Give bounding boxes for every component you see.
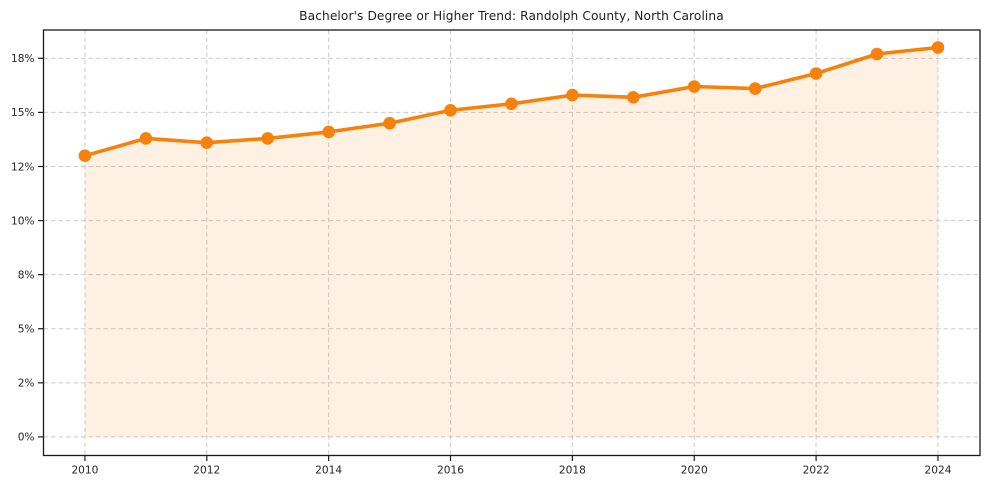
data-point: [505, 97, 518, 111]
data-point: [931, 41, 945, 54]
plot-border: [42, 29, 981, 457]
data-point: [566, 88, 579, 102]
chart-title: Bachelor's Degree or Higher Trend: Rando…: [299, 9, 724, 23]
data-point: [322, 125, 336, 139]
y-axis-tick-label: 10%: [11, 215, 35, 227]
x-axis-tick-label: 2022: [803, 465, 830, 477]
data-point: [444, 104, 457, 117]
data-point: [870, 47, 884, 61]
trend-area-fill: [84, 47, 938, 437]
x-axis-tick-label: 2010: [71, 465, 98, 477]
x-axis-tick-label: 2024: [924, 465, 951, 477]
x-axis-tick-label: 2016: [437, 465, 464, 477]
data-point: [748, 82, 762, 95]
data-point: [627, 91, 640, 104]
data-point: [687, 80, 701, 93]
y-axis-tick-label: 15%: [11, 107, 35, 119]
data-point: [200, 136, 214, 149]
y-axis-tick-label: 18%: [11, 53, 35, 65]
data-point: [261, 132, 275, 145]
y-axis-tick-label: 12%: [11, 161, 35, 173]
y-axis-tick-label: 2%: [18, 378, 35, 390]
x-axis-tick-label: 2012: [193, 465, 220, 477]
y-axis-tick-label: 8%: [18, 269, 35, 281]
x-axis-tick-label: 2020: [681, 465, 708, 477]
data-point: [139, 132, 153, 145]
data-point: [809, 67, 823, 80]
x-axis-tick-label: 2014: [315, 465, 342, 477]
y-axis-tick-label: 5%: [18, 324, 35, 336]
data-point: [383, 116, 396, 130]
y-axis-tick-label: 0%: [18, 432, 35, 444]
data-point: [78, 149, 92, 162]
x-axis-tick-label: 2018: [559, 465, 586, 477]
